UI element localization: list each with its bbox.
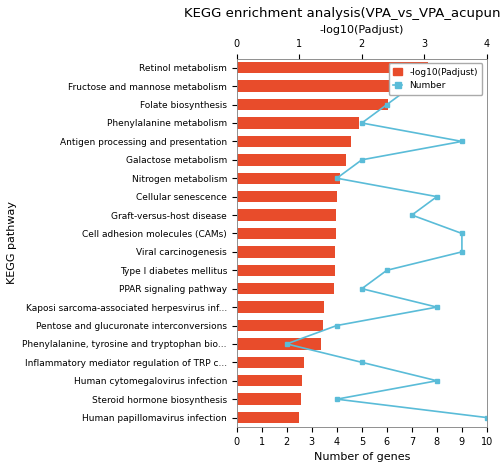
Bar	[236, 246, 335, 257]
Bar	[236, 81, 407, 92]
Bar	[236, 228, 336, 239]
Bar	[236, 62, 428, 74]
Bar	[236, 320, 323, 331]
Bar	[236, 265, 335, 276]
Bar	[236, 356, 304, 368]
Bar	[236, 393, 301, 405]
Title: KEGG enrichment analysis(VPA_vs_VPA_acupuncture): KEGG enrichment analysis(VPA_vs_VPA_acup…	[184, 7, 500, 20]
X-axis label: Number of genes: Number of genes	[314, 452, 410, 462]
Bar	[236, 173, 340, 184]
Bar	[236, 375, 302, 386]
Legend: -log10(Padjust), Number: -log10(Padjust), Number	[388, 63, 482, 95]
X-axis label: -log10(Padjust): -log10(Padjust)	[320, 25, 404, 35]
Bar	[236, 117, 358, 129]
Bar	[236, 209, 336, 221]
Bar	[236, 154, 346, 166]
Bar	[236, 338, 321, 349]
Bar	[236, 99, 388, 110]
Bar	[236, 191, 337, 202]
Bar	[236, 412, 300, 424]
Bar	[236, 283, 334, 295]
Bar	[236, 136, 350, 147]
Y-axis label: KEGG pathway: KEGG pathway	[7, 201, 17, 284]
Bar	[236, 302, 324, 313]
